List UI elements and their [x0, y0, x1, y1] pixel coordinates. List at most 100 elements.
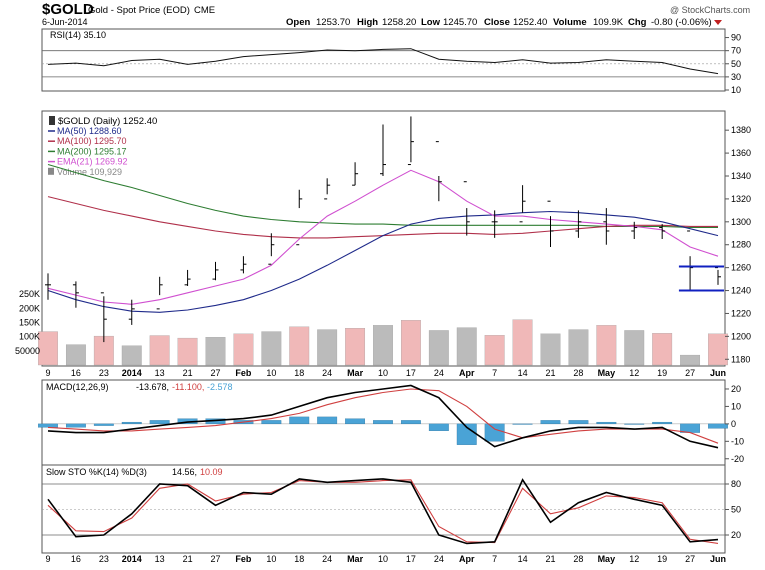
volume-bar [708, 333, 728, 366]
price-x-tick-label: 17 [406, 368, 416, 378]
macd-histogram-bar [596, 421, 617, 425]
macd-histogram-bar [484, 423, 505, 442]
macd-histogram-bar [540, 420, 561, 425]
sto-x-tick-label: Feb [235, 554, 252, 564]
volume-bar [373, 325, 393, 366]
sto-x-tick-label: 12 [629, 554, 639, 564]
volume-bar [512, 319, 533, 366]
low-value: 1245.70 [443, 17, 477, 28]
macd-line [47, 384, 719, 449]
open-value: 1253.70 [316, 17, 350, 28]
macd-signal-line [47, 388, 719, 444]
volume-value: 109.9K [593, 17, 624, 28]
macd-histogram-bar [121, 421, 142, 425]
price-tick-label: 1260 [731, 263, 751, 273]
sto-x-tick-label: Jun [710, 554, 726, 564]
volume-label: Volume [553, 17, 587, 28]
price-x-tick-label: 28 [573, 368, 583, 378]
sto-x-tick-label: 10 [266, 554, 276, 564]
ma100-line [47, 196, 718, 239]
price-legend-swatch [49, 116, 55, 125]
macd-histogram-bar [289, 416, 310, 425]
price-tick-label: 1340 [731, 171, 751, 181]
sto-x-tick-label: 21 [183, 554, 193, 564]
price-tick-label: 1300 [731, 217, 751, 227]
sto-x-tick-label: 27 [685, 554, 695, 564]
volume-bar [261, 331, 282, 366]
price-x-tick-label: 21 [183, 368, 193, 378]
macd-tick-label: -20 [731, 454, 744, 464]
chg-value: -0.80 (-0.06%) [651, 17, 712, 28]
macd-tick-label: -10 [731, 436, 744, 446]
macd-histogram-bar [624, 423, 645, 425]
sto-x-tick-label: Apr [459, 554, 475, 564]
sto-d-line [47, 479, 719, 544]
price-tick-label: 1280 [731, 240, 751, 250]
macd-title: MACD(12,26,9) [46, 382, 109, 392]
volume-bar [233, 333, 254, 366]
instrument-name: Gold - Spot Price (EOD) [88, 5, 190, 16]
volume-bar [456, 327, 477, 366]
sto-x-tick-label: Mar [347, 554, 364, 564]
volume-bar [652, 333, 673, 366]
sto-x-tick-label: 27 [210, 554, 220, 564]
legend-ma100-label: MA(100) 1295.70 [57, 136, 127, 146]
price-x-tick-label: 9 [45, 368, 50, 378]
volume-bar [149, 335, 170, 366]
price-tick-label: 1180 [731, 354, 750, 364]
macd-histogram-bar [652, 421, 673, 425]
volume-tick-label: 200K [19, 303, 40, 313]
volume-tick-label: 150K [19, 318, 40, 328]
volume-bar [38, 331, 58, 366]
macd-histogram-bar [428, 423, 449, 432]
volume-bar [65, 344, 86, 366]
volume-bar [680, 354, 701, 366]
macd-histogram-bar [512, 423, 533, 425]
exchange-label: CME [194, 5, 215, 16]
price-x-tick-label: Jun [710, 368, 726, 378]
volume-tick-label: 250K [19, 289, 40, 299]
price-panel-frame [41, 110, 726, 367]
ema21-line [47, 169, 719, 305]
macd-histogram-bar [373, 420, 393, 425]
volume-bar [596, 325, 617, 366]
sto-x-tick-label: 13 [155, 554, 165, 564]
copyright-label: @ StockCharts.com [670, 5, 750, 15]
high-value: 1258.20 [382, 17, 416, 28]
price-x-tick-label: 2014 [122, 368, 142, 378]
volume-tick-label: 100K [19, 332, 40, 342]
sto-x-tick-label: 23 [99, 554, 109, 564]
symbol-title: $GOLD [42, 1, 94, 18]
sto-x-tick-label: 18 [294, 554, 304, 564]
price-x-tick-label: 24 [434, 368, 444, 378]
sto-tick-label: 80 [731, 479, 741, 489]
rsi-panel-frame [41, 28, 726, 92]
close-value: 1252.40 [513, 17, 547, 28]
volume-bar [624, 330, 645, 366]
sto-x-tick-label: 24 [322, 554, 332, 564]
macd-histogram-bar [38, 423, 58, 428]
macd-histogram-bar [317, 416, 338, 425]
legend-vol-label: Volume 109,929 [57, 167, 122, 177]
price-tick-label: 1360 [731, 148, 751, 158]
sto-x-tick-label: 21 [545, 554, 555, 564]
sto-x-tick-label: 14 [518, 554, 528, 564]
price-x-tick-label: Apr [459, 368, 475, 378]
macd-tick-label: 10 [731, 401, 741, 411]
sto-x-tick-label: 28 [573, 554, 583, 564]
volume-bar [121, 345, 142, 366]
sto-x-tick-label: May [598, 554, 616, 564]
macd-histogram-bar [149, 420, 170, 425]
price-x-tick-label: 23 [99, 368, 109, 378]
price-x-tick-label: 12 [629, 368, 639, 378]
legend-ma50-label: MA(50) 1288.60 [57, 126, 122, 136]
volume-bar [289, 326, 310, 366]
rsi-tick-label: 70 [731, 46, 741, 56]
high-label: High [357, 17, 378, 28]
price-x-tick-label: Feb [235, 368, 252, 378]
legend-ema21-label: EMA(21) 1269.92 [57, 157, 128, 167]
macd-histogram-bar [93, 423, 114, 426]
sto-x-tick-label: 24 [434, 554, 444, 564]
volume-bar [177, 337, 198, 366]
